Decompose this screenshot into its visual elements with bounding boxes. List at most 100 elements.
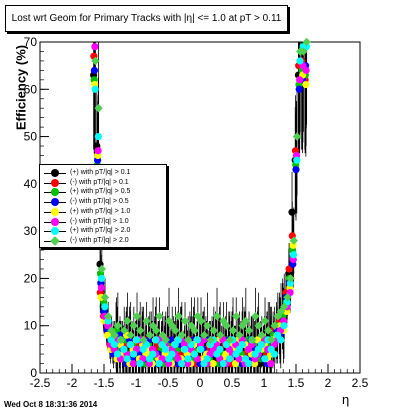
y-tick-label: 70 <box>24 35 38 49</box>
data-point <box>196 316 206 326</box>
data-point <box>299 47 308 56</box>
data-point <box>174 312 183 321</box>
data-point <box>197 345 205 353</box>
data-point <box>155 359 163 368</box>
timestamp: Wed Oct 8 18:31:36 2014 <box>4 400 98 409</box>
data-point <box>280 322 288 330</box>
data-point <box>113 350 122 358</box>
legend-marker <box>51 198 59 207</box>
data-point <box>136 326 145 335</box>
data-point <box>206 335 215 345</box>
data-point <box>155 312 164 321</box>
data-point <box>177 359 186 368</box>
data-point <box>260 316 270 326</box>
data-point <box>209 359 217 368</box>
legend-entry: (-) with pT/|q| > 2.0 <box>40 236 166 246</box>
legend-marker <box>51 227 59 236</box>
data-point <box>152 326 161 335</box>
data-point <box>222 321 231 330</box>
data-point <box>152 336 160 344</box>
data-point <box>257 330 267 340</box>
data-point <box>120 326 129 335</box>
data-point <box>113 321 123 330</box>
data-point <box>225 355 234 363</box>
chart-title: Lost wrt Geom for Primary Tracks with |η… <box>5 5 288 32</box>
x-tick-label: 1 <box>261 376 268 390</box>
data-point <box>225 335 235 345</box>
data-point <box>292 132 302 141</box>
data-point <box>184 335 193 345</box>
data-point <box>200 336 208 344</box>
data-point <box>293 156 301 164</box>
data-point <box>91 85 99 93</box>
data-point <box>248 335 257 345</box>
data-point <box>302 66 310 74</box>
data-point <box>104 317 112 325</box>
legend-entry: (+) with pT/|q| > 1.0 <box>40 207 166 217</box>
data-point <box>149 350 157 358</box>
data-point <box>171 326 180 335</box>
legend-label: (-) with pT/|q| > 1.0 <box>70 217 129 225</box>
data-point <box>289 251 298 259</box>
legend-marker <box>51 188 59 197</box>
data-point <box>91 43 99 51</box>
data-point <box>222 341 230 349</box>
data-point <box>292 166 300 174</box>
data-point <box>104 312 113 321</box>
data-point <box>261 355 269 363</box>
data-point <box>270 321 279 330</box>
data-point <box>302 37 311 47</box>
x-tick-label: 0.5 <box>224 376 241 390</box>
data-point <box>174 336 182 344</box>
data-point <box>267 359 275 368</box>
data-point <box>296 57 304 65</box>
data-point <box>139 335 148 345</box>
data-point <box>219 359 227 368</box>
legend-entry: (+) with pT/|q| > 0.5 <box>40 187 166 197</box>
data-points <box>90 37 311 368</box>
y-tick-label: 60 <box>24 82 38 96</box>
data-point <box>203 321 212 330</box>
data-point <box>286 279 294 287</box>
legend-marker <box>51 169 59 177</box>
data-point <box>177 330 187 340</box>
x-tick-label: -2.5 <box>30 376 51 390</box>
data-point <box>126 330 135 340</box>
data-point <box>254 321 263 330</box>
legend-entry: (+) with pT/|q| > 0.1 <box>40 168 166 178</box>
legend-marker <box>51 207 59 216</box>
data-point <box>241 316 251 326</box>
data-point <box>251 312 260 321</box>
data-point <box>110 330 119 340</box>
y-tick-label: 0 <box>30 366 37 380</box>
data-point <box>94 147 102 155</box>
legend-label: (+) with pT/|q| > 0.1 <box>70 169 131 176</box>
x-tick-label: 2 <box>325 376 332 390</box>
legend-label: (+) with pT/|q| > 0.5 <box>70 188 131 196</box>
data-point <box>91 56 100 66</box>
data-point <box>302 80 310 89</box>
legend-marker <box>50 236 60 246</box>
data-point <box>184 355 192 363</box>
data-point <box>90 66 98 74</box>
y-axis-label: Efficiency (%) <box>13 44 29 131</box>
data-point <box>97 284 105 292</box>
legend-label: (+) with pT/|q| > 1.0 <box>70 207 131 215</box>
data-point <box>161 345 170 353</box>
legend: (+) with pT/|q| > 0.1 (-) with pT/|q| > 0… <box>39 164 167 248</box>
data-point <box>270 350 278 358</box>
legend-label: (-) with pT/|q| > 0.1 <box>70 178 129 186</box>
legend-entry: (-) with pT/|q| > 0.5 <box>40 197 166 207</box>
data-point <box>228 326 238 335</box>
x-tick-label: -1.5 <box>94 376 115 390</box>
data-point <box>235 330 244 340</box>
data-point <box>283 293 292 302</box>
data-point <box>232 312 241 321</box>
data-point <box>129 350 138 358</box>
data-point <box>257 341 266 349</box>
data-point <box>110 341 118 349</box>
data-point <box>126 341 134 349</box>
x-tick-label: -2 <box>67 376 78 390</box>
